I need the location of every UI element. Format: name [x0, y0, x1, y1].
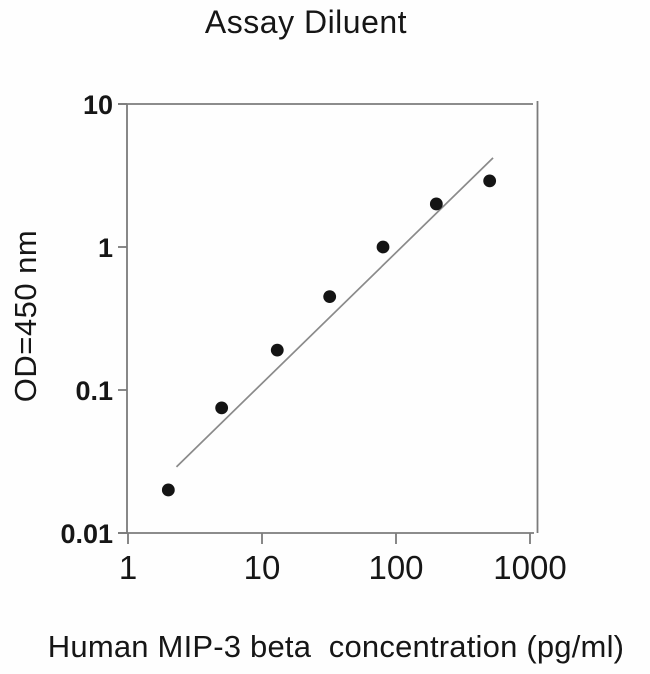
y-tick-label: 0.1: [75, 376, 113, 406]
axis-ticks: [118, 103, 531, 544]
data-point: [215, 401, 229, 415]
chart-title: Assay Diluent: [204, 4, 408, 40]
x-tick-label: 1000: [493, 549, 566, 586]
data-point: [323, 290, 337, 303]
data-point: [483, 174, 497, 188]
x-axis-title: Human MIP-3 beta concentration (pg/ml): [47, 629, 625, 664]
data-point: [161, 483, 175, 497]
x-tick-label: 100: [368, 549, 423, 586]
data-point: [376, 240, 390, 254]
x-tick-label: 1: [119, 549, 137, 586]
x-tick-label: 10: [244, 549, 281, 586]
y-tick-label: 1: [98, 233, 113, 263]
data-points-group: [161, 174, 497, 497]
fit-line-group: [175, 157, 494, 468]
data-point: [429, 197, 443, 211]
axes-frame: [118, 101, 539, 534]
y-tick-label: 0.01: [60, 519, 113, 549]
data-point: [270, 343, 284, 357]
fit-line: [175, 157, 494, 468]
y-tick-label: 10: [83, 90, 113, 120]
